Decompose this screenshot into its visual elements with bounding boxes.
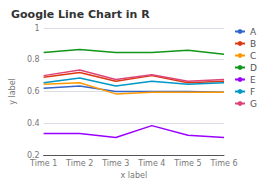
svg-text:F: F — [250, 87, 255, 97]
svg-text:Time 6: Time 6 — [209, 159, 237, 168]
svg-text:Time 4: Time 4 — [137, 159, 165, 168]
svg-text:0.8: 0.8 — [27, 55, 40, 64]
svg-text:x label: x label — [120, 171, 147, 180]
svg-text:Google Line Chart in R: Google Line Chart in R — [11, 8, 150, 21]
svg-text:1: 1 — [35, 24, 40, 33]
svg-text:0.6: 0.6 — [27, 87, 40, 96]
svg-text:0.2: 0.2 — [26, 150, 40, 160]
svg-text:Time 5: Time 5 — [173, 159, 201, 168]
svg-text:Time 3: Time 3 — [101, 159, 129, 168]
svg-text:B: B — [250, 39, 256, 49]
svg-text:E: E — [250, 75, 256, 85]
svg-text:D: D — [250, 63, 257, 73]
svg-text:y label: y label — [8, 78, 17, 105]
svg-text:A: A — [250, 27, 257, 37]
svg-text:0.4: 0.4 — [27, 119, 40, 128]
svg-text:Time 2: Time 2 — [65, 159, 93, 168]
svg-text:Time 1: Time 1 — [29, 159, 57, 168]
svg-text:G: G — [250, 99, 257, 109]
svg-text:C: C — [250, 51, 256, 61]
